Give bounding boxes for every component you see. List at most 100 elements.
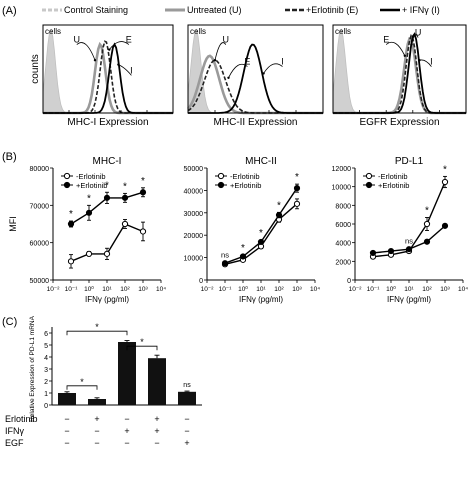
line-chart-x-tick-label: 10³ [440, 286, 450, 293]
line-chart-y-tick-label: 2000 [335, 259, 351, 266]
bar-chart-y-tick-label: 1 [44, 391, 48, 398]
line-chart-point [85, 250, 93, 257]
histogram-annotation-arrowhead [262, 72, 265, 75]
histogram-annotation-E: E [244, 57, 250, 67]
condition-row-label: IFNγ [5, 426, 24, 436]
line-chart-legend-label: +Erlotinib [378, 181, 409, 190]
line-chart-y-tick-label: 12000 [332, 166, 352, 173]
bar-chart-bar [118, 342, 136, 405]
line-chart-significance: * [425, 205, 429, 216]
histogram-annotation-arrow [108, 41, 130, 50]
line-chart-legend-label: -Erlotinib [230, 172, 260, 181]
line-chart-legend-marker [63, 172, 71, 180]
line-chart-x-tick-label: 10³ [138, 286, 148, 293]
legend-label-untreated: Untreated (U) [187, 5, 242, 15]
histogram-annotation-arrow [76, 42, 96, 61]
line-chart-x-tick-label: 10³ [292, 286, 302, 293]
bar-chart-y-tick-label: 6 [44, 331, 48, 338]
line-chart-y-tick-label: 50000 [184, 166, 204, 173]
bar-chart-bracket [66, 385, 98, 390]
bar-chart-y-tick-label: 2 [44, 379, 48, 386]
line-chart-legend-label: +Erlotinib [76, 181, 107, 190]
line-chart-x-tick-label: 10⁰ [238, 285, 248, 293]
histogram-y-label: counts [30, 54, 41, 83]
condition-row-label: EGF [5, 438, 24, 448]
line-chart-y-label: MFI [8, 216, 18, 232]
line-chart-x-label: IFNγ (pg/ml) [85, 295, 129, 304]
histogram-annotation-arrow [411, 34, 419, 45]
line-chart-point [293, 200, 301, 207]
condition-sign: − [64, 414, 69, 424]
line-chart-point [441, 178, 449, 186]
line-chart-y-tick-label: 10000 [332, 185, 352, 192]
bar-chart-bracket-label: * [95, 322, 99, 332]
line-chart-point [275, 211, 283, 219]
histogram-annotation-arrow [118, 64, 132, 76]
line-chart-x-tick-label: 10⁻² [201, 286, 215, 293]
line-chart-title: PD-L1 [395, 156, 424, 167]
line-chart-x-tick-label: 10⁰ [84, 285, 94, 293]
line-chart-point [239, 253, 247, 260]
histogram-cells-tag: cells [190, 27, 206, 36]
histogram-annotation-arrowhead [117, 63, 120, 66]
line-chart-x-tick-label: 10¹ [256, 286, 266, 293]
line-chart-significance: * [87, 193, 91, 204]
histogram-annotation-I: I [281, 57, 284, 67]
bar-chart-bracket [66, 330, 128, 336]
line-chart-significance: ns [221, 251, 229, 260]
bar-chart-bracket-label: * [80, 377, 84, 387]
bar-chart-y-tick-label: 0 [44, 403, 48, 410]
line-chart-significance: * [241, 243, 245, 254]
histogram-curve-ifng [188, 43, 323, 114]
line-chart-1: 50000 60000 70000 80000 10⁻² 10⁻¹ 10⁰ 10¹ 10² 10³… [8, 156, 166, 304]
histogram-panel-2: cells MHC-II Expression U E I [187, 24, 324, 128]
bar-chart-y-tick-label: 4 [44, 355, 48, 362]
line-chart-y-tick-label: 6000 [335, 222, 351, 229]
condition-sign: + [124, 426, 129, 436]
histogram-curve-control [42, 28, 173, 114]
condition-sign: + [94, 414, 99, 424]
histogram-annotation-U: U [223, 35, 230, 45]
histogram-frame [332, 24, 467, 114]
histogram-annotation-E: E [126, 35, 132, 45]
line-chart-x-label: IFNγ (pg/ml) [387, 295, 431, 304]
line-chart-3: 0 2000 4000 6000 8000 10000 12000 10⁻² 10⁻¹ 10⁰ 10… [332, 156, 469, 304]
histogram-annotation-U: U [74, 35, 81, 45]
line-chart-legend-label: -Erlotinib [76, 172, 106, 181]
line-chart-y-tick-label: 10000 [184, 256, 204, 263]
line-chart-x-tick-label: 10² [274, 286, 284, 293]
bar-chart-y-label: Relative Expression of PD-L1 mRNA [29, 315, 36, 422]
bar-chart: 0 1 2 3 4 5 6 Relative Expression of PD-L1 mRNA… [5, 315, 202, 448]
line-chart-x-tick-label: 10⁰ [386, 285, 396, 293]
condition-sign: + [154, 426, 159, 436]
line-chart-significance: ns [405, 236, 413, 245]
line-chart-legend-marker [63, 181, 71, 189]
condition-row-label: Erlotinib [5, 414, 38, 424]
condition-sign: − [64, 438, 69, 448]
condition-sign: − [124, 438, 129, 448]
line-chart-point [139, 189, 147, 196]
histogram-annotation-arrowhead [93, 59, 97, 62]
line-chart-x-tick-label: 10⁴ [156, 286, 166, 293]
line-chart-point [103, 250, 111, 257]
line-chart-title: MHC-I [93, 156, 122, 167]
condition-sign: + [154, 414, 159, 424]
line-chart-y-tick-label: 8000 [335, 203, 351, 210]
bar-chart-bracket-label: * [140, 337, 144, 347]
line-chart-y-tick-label: 50000 [30, 278, 50, 285]
line-chart-legend-label: +Erlotinib [230, 181, 261, 190]
histogram-cells-tag: cells [45, 27, 61, 36]
line-chart-x-tick-label: 10² [120, 286, 130, 293]
line-chart-significance: * [259, 228, 263, 239]
bar-chart-bar [148, 358, 166, 405]
histogram-annotation-arrowhead [418, 59, 421, 62]
line-chart-2: 0 10000 20000 30000 40000 50000 10⁻² 10⁻¹ 10⁰ 10¹… [184, 156, 321, 304]
line-chart-x-tick-label: 10⁻² [349, 286, 363, 293]
histogram-annotation-I: I [130, 65, 133, 75]
line-chart-significance: * [105, 180, 109, 191]
line-chart-significance: * [443, 164, 447, 175]
line-chart-x-tick-label: 10⁻¹ [65, 286, 79, 293]
line-chart-x-tick-label: 10⁻¹ [367, 286, 381, 293]
line-chart-point [257, 238, 265, 246]
